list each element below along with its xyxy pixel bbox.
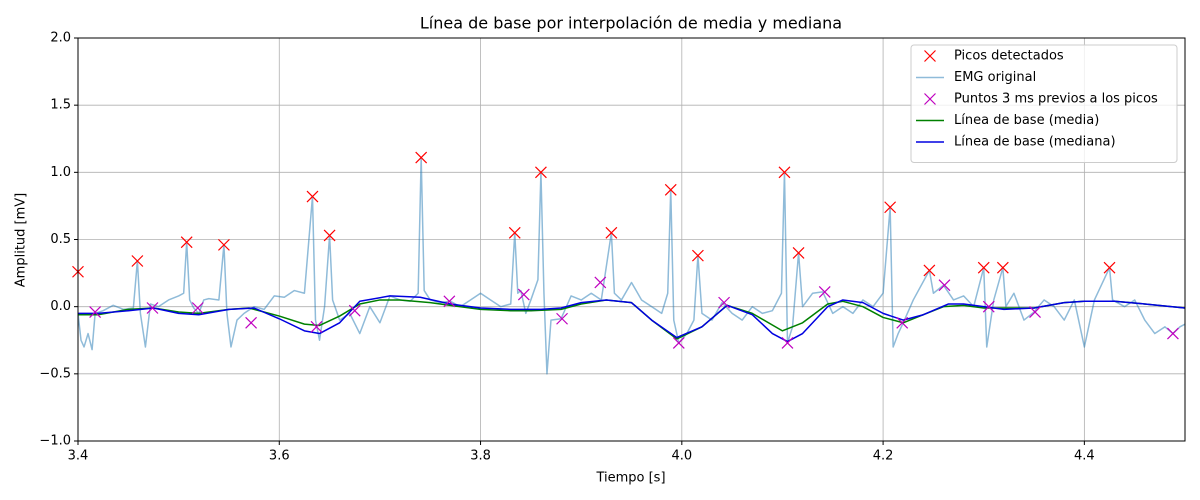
marker	[180, 236, 193, 249]
marker	[938, 279, 951, 292]
legend-label: Picos detectados	[954, 49, 1064, 64]
marker	[517, 288, 530, 301]
marker	[535, 166, 547, 179]
marker	[89, 306, 102, 318]
marker	[672, 337, 685, 349]
x-axis-label: Tiempo [s]	[595, 471, 665, 486]
y-tick-label: 1.0	[50, 165, 71, 180]
axes-frame	[77, 37, 1186, 442]
legend-box	[910, 44, 1178, 163]
marker	[131, 255, 144, 267]
marker	[778, 166, 791, 179]
series-line	[78, 295, 1185, 343]
y-axis-label: Amplitud [mV]	[14, 193, 29, 287]
x-tick-label: 3.4	[68, 449, 89, 464]
x-tick-label: 3.8	[470, 449, 491, 464]
y-tick-label: 0.0	[50, 299, 71, 314]
marker	[1029, 306, 1041, 318]
y-tick-label: −0.5	[39, 366, 71, 381]
chart-title: Línea de base por interpolación de media…	[420, 14, 842, 33]
marker	[718, 296, 731, 309]
marker	[781, 337, 794, 349]
series-line	[78, 156, 1185, 375]
marker	[884, 201, 897, 214]
marker	[1166, 327, 1179, 340]
x-tick-label: 3.6	[269, 449, 290, 464]
marker	[818, 285, 831, 298]
marker	[415, 151, 428, 164]
marker	[310, 320, 323, 333]
x-tick-label: 4.2	[873, 449, 894, 464]
y-tick-label: 2.0	[50, 31, 71, 46]
legend-label: Línea de base (media)	[954, 113, 1099, 128]
marker	[605, 226, 618, 239]
legend: Picos detectados EMG original Puntos 3 ms …	[910, 44, 1178, 163]
marker	[191, 302, 204, 314]
marker	[508, 226, 521, 239]
marker	[348, 304, 361, 317]
marker	[996, 261, 1009, 274]
marker	[323, 229, 336, 242]
marker	[443, 295, 456, 308]
legend-handle	[924, 93, 936, 105]
marker	[594, 276, 607, 289]
legend-handle	[924, 50, 936, 62]
legend-label: Puntos 3 ms previos a los picos	[954, 92, 1158, 107]
marker	[1103, 261, 1116, 274]
marker	[146, 302, 159, 314]
y-tick-label: 0.5	[50, 232, 71, 247]
marker	[664, 183, 677, 196]
marker	[217, 238, 230, 251]
marker	[977, 261, 990, 274]
y-tick-label: −1.0	[39, 434, 71, 449]
marker	[691, 249, 704, 262]
y-tick-label: 1.5	[50, 98, 71, 113]
x-tick-label: 4.0	[671, 449, 692, 464]
marker	[896, 316, 909, 329]
x-tick-label: 4.4	[1074, 449, 1095, 464]
marker	[306, 190, 319, 203]
marker	[245, 316, 258, 329]
marker	[792, 247, 805, 259]
legend-label: EMG original	[954, 70, 1036, 85]
marker	[556, 312, 568, 325]
marker	[923, 264, 936, 277]
marker	[982, 300, 995, 313]
legend-label: Línea de base (mediana)	[954, 135, 1116, 150]
plot-area	[78, 156, 1185, 375]
